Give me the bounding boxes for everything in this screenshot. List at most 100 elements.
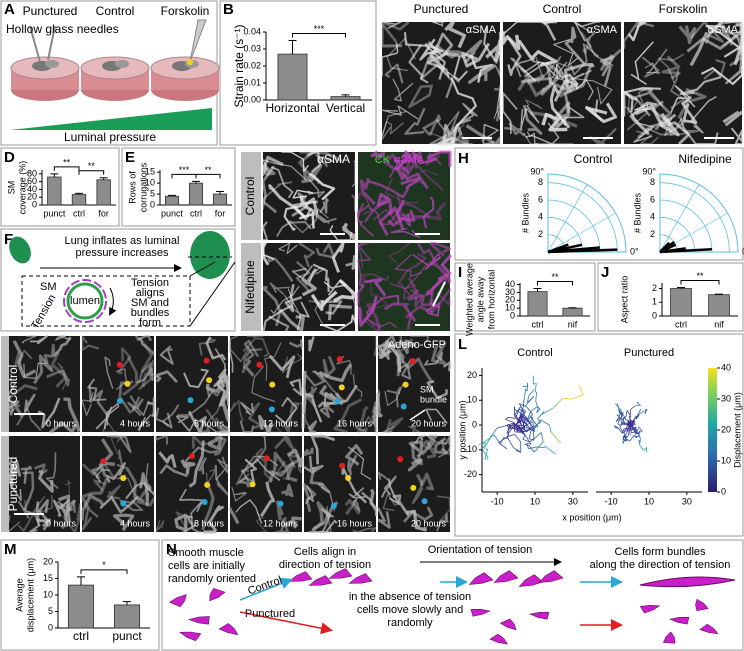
fiber xyxy=(468,63,497,84)
trajectory xyxy=(631,431,635,434)
fiber xyxy=(442,136,473,145)
fiber xyxy=(14,349,33,371)
trajectory xyxy=(523,424,526,431)
trajectory xyxy=(615,426,619,429)
fiber xyxy=(406,509,427,532)
fiber xyxy=(641,48,668,78)
fiber xyxy=(361,273,390,290)
trajectory xyxy=(535,401,539,409)
outer-arc xyxy=(659,173,739,253)
bar xyxy=(708,294,730,317)
fiber xyxy=(426,44,462,66)
angle-label: 90° xyxy=(530,166,544,176)
trajectory xyxy=(527,419,536,431)
fiber xyxy=(431,341,447,366)
significance-bracket xyxy=(171,173,197,179)
fiber xyxy=(425,277,444,296)
trajectory xyxy=(543,446,546,448)
cell xyxy=(328,568,353,579)
fiber xyxy=(399,283,416,300)
fiber xyxy=(364,195,389,223)
trajectory xyxy=(623,436,628,438)
fiber xyxy=(292,200,318,221)
fiber xyxy=(268,315,290,332)
fiber xyxy=(154,370,178,384)
x-tick-label: 30 xyxy=(682,496,692,506)
fiber xyxy=(261,286,282,327)
y-tick-label: 0 xyxy=(32,199,37,209)
bar xyxy=(164,195,179,206)
fiber xyxy=(238,476,253,488)
trajectory xyxy=(515,424,520,430)
y-tick-label: 10 xyxy=(145,178,155,188)
trajectory xyxy=(625,438,631,442)
fiber xyxy=(414,435,425,444)
panel-letter: N xyxy=(166,541,177,558)
fiber xyxy=(52,336,72,358)
fiber xyxy=(404,107,426,135)
fiber xyxy=(420,439,437,459)
x-tick-label: nif xyxy=(714,319,724,329)
tracked-cell xyxy=(189,453,196,460)
trajectory xyxy=(513,426,519,432)
fiber xyxy=(229,340,234,373)
stain-label: αSMA xyxy=(708,24,739,36)
significance-bracket xyxy=(78,170,105,175)
fiber xyxy=(242,337,270,358)
plot-title: Control xyxy=(517,347,552,359)
fiber xyxy=(274,434,295,451)
ck-tint xyxy=(358,243,450,331)
fiber xyxy=(553,39,579,66)
fiber xyxy=(22,471,35,511)
trajectory xyxy=(619,429,623,434)
fiber xyxy=(184,446,218,466)
description: Cells form bundles xyxy=(614,546,706,558)
trajectory xyxy=(530,406,538,412)
trajectory xyxy=(498,442,508,450)
cell xyxy=(348,573,373,584)
y-tick-label: -20 xyxy=(464,469,477,479)
fiber xyxy=(396,167,429,190)
fiber xyxy=(455,102,478,126)
fiber xyxy=(322,355,336,379)
fiber xyxy=(387,212,411,227)
fiber xyxy=(380,24,403,48)
fiber xyxy=(377,507,391,529)
punctured-arrow xyxy=(239,611,333,635)
fiber xyxy=(270,166,294,199)
fiber xyxy=(540,20,558,41)
r-tick-label: 8 xyxy=(538,177,543,187)
colorbar-tick-label: 0 xyxy=(721,486,726,496)
panel-letter: I xyxy=(458,264,462,281)
trajectory xyxy=(507,434,515,438)
fiber xyxy=(246,335,264,338)
fiber xyxy=(393,151,423,162)
trajectory xyxy=(514,405,522,415)
fiber xyxy=(670,68,685,109)
fiber xyxy=(722,110,744,127)
fiber xyxy=(504,122,526,137)
fiber xyxy=(384,63,404,84)
axis-label: SM xyxy=(6,181,16,195)
description: Orientation of tension xyxy=(428,544,533,556)
fiber xyxy=(370,279,389,309)
fiber xyxy=(661,55,681,80)
x-tick-label: -10 xyxy=(491,496,504,506)
fiber xyxy=(298,242,316,268)
trajectory xyxy=(622,417,625,423)
fiber xyxy=(409,335,430,343)
grid-arc xyxy=(547,199,601,253)
cell xyxy=(538,570,564,583)
bundle xyxy=(639,576,736,588)
significance: ** xyxy=(204,165,212,175)
cell xyxy=(308,575,333,586)
trajectory xyxy=(540,407,554,416)
fiber xyxy=(305,370,326,387)
trajectory xyxy=(483,438,491,450)
fiber xyxy=(341,466,368,504)
trajectory xyxy=(523,398,525,407)
fiber xyxy=(289,378,303,397)
panel-a-drawing xyxy=(10,108,212,130)
fiber xyxy=(43,343,56,365)
fiber xyxy=(205,384,226,398)
